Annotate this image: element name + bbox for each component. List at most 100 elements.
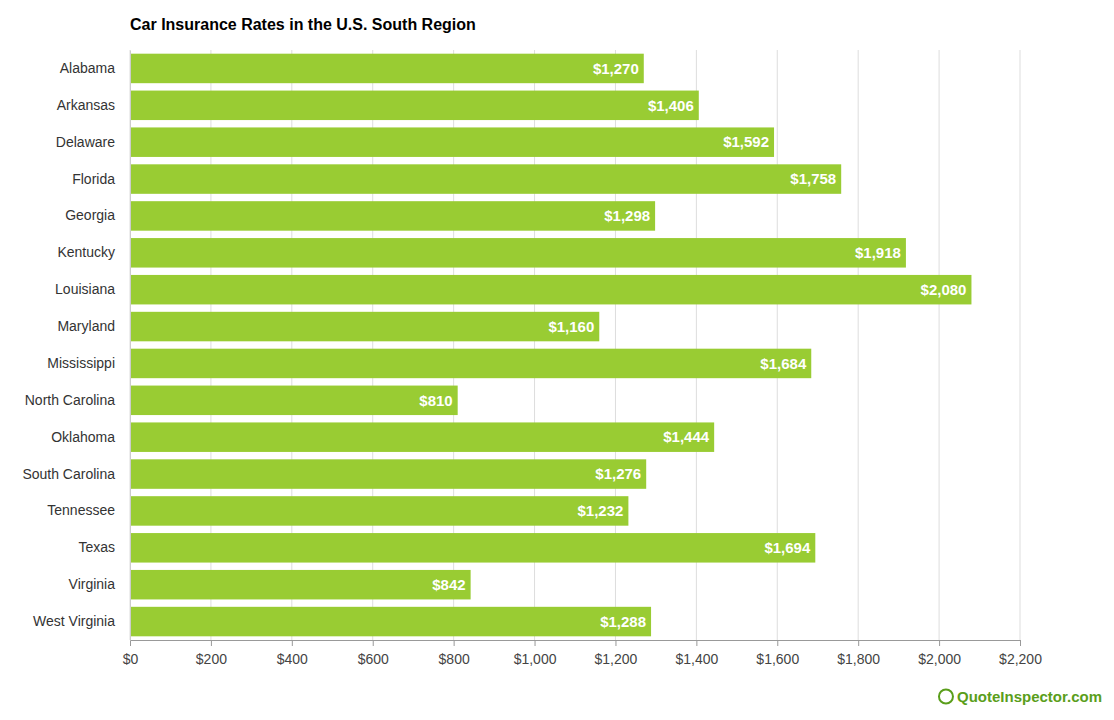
- y-tick-label: Oklahoma: [51, 429, 115, 445]
- y-tick-label: North Carolina: [25, 392, 115, 408]
- y-tick: Oklahoma: [51, 429, 115, 445]
- y-tick-label: West Virginia: [33, 613, 115, 629]
- data-label: $1,918: [855, 244, 901, 261]
- grid-line: [858, 50, 859, 640]
- y-tick-label: Mississippi: [47, 355, 115, 371]
- bar: [130, 238, 906, 268]
- y-tick: Mississippi: [47, 355, 115, 371]
- x-tick-label: $2,000: [918, 651, 961, 667]
- chart: Car Insurance Rates in the U.S. South Re…: [0, 0, 1114, 720]
- y-tick: Virginia: [69, 576, 116, 592]
- x-tick: $200: [196, 640, 227, 667]
- x-tick-label: $2,200: [999, 651, 1042, 667]
- x-tick-mark: [858, 640, 859, 646]
- x-tick-label: $400: [277, 651, 308, 667]
- grid-line: [130, 50, 131, 640]
- y-tick-label: Alabama: [60, 60, 115, 76]
- y-tick-label: Louisiana: [55, 281, 115, 297]
- y-tick: Georgia: [65, 207, 115, 223]
- y-tick: Florida: [72, 171, 115, 187]
- data-label: $842: [432, 576, 465, 593]
- y-tick: Arkansas: [57, 97, 115, 113]
- x-tick: $400: [277, 640, 308, 667]
- y-tick: South Carolina: [22, 466, 115, 482]
- x-tick-mark: [292, 640, 293, 646]
- x-tick: $1,200: [595, 640, 638, 667]
- bar: [130, 349, 811, 379]
- grid-line: [1020, 50, 1021, 640]
- bar: [130, 312, 599, 342]
- x-axis: $0 $200 $400 $600 $800 $1,000 $1,200 $1,400 $1,6…: [123, 640, 1042, 667]
- x-tick-mark: [211, 640, 212, 646]
- x-tick-mark: [130, 640, 131, 646]
- data-label: $1,444: [663, 428, 710, 445]
- bar: [130, 54, 644, 84]
- y-axis-line: [130, 51, 131, 641]
- x-tick-label: $0: [123, 651, 139, 667]
- bar: [130, 127, 774, 157]
- x-tick: $1,600: [756, 640, 799, 667]
- bar: [130, 164, 841, 194]
- y-tick-label: Arkansas: [57, 97, 115, 113]
- data-label: $1,270: [593, 60, 639, 77]
- data-label: $1,276: [595, 465, 641, 482]
- y-tick-label: Georgia: [65, 207, 115, 223]
- data-label: $1,406: [648, 97, 694, 114]
- x-tick-label: $1,600: [756, 651, 799, 667]
- x-tick: $0: [123, 640, 139, 667]
- y-tick: Alabama: [60, 60, 115, 76]
- y-tick: Delaware: [56, 134, 115, 150]
- y-tick-label: Virginia: [69, 576, 116, 592]
- data-label: $1,758: [790, 170, 836, 187]
- data-label: $1,694: [764, 539, 811, 556]
- title: Car Insurance Rates in the U.S. South Re…: [130, 16, 476, 33]
- x-tick-mark: [777, 640, 778, 646]
- x-tick: $600: [358, 640, 389, 667]
- x-tick-label: $800: [439, 651, 470, 667]
- data-label: $810: [419, 392, 452, 409]
- data-label: $1,684: [760, 355, 807, 372]
- bar: [130, 91, 699, 121]
- data-label: $1,288: [600, 613, 646, 630]
- bar: [130, 422, 714, 452]
- bar: [130, 386, 458, 416]
- y-tick-label: Florida: [72, 171, 115, 187]
- watermark: QuoteInspector.com: [939, 688, 1102, 705]
- y-tick-label: South Carolina: [22, 466, 115, 482]
- x-tick-label: $200: [196, 651, 227, 667]
- x-tick-label: $600: [358, 651, 389, 667]
- x-tick-label: $1,000: [514, 651, 557, 667]
- bar: [130, 570, 471, 600]
- data-label: $1,232: [578, 502, 624, 519]
- plot: $1,270$1,406$1,592$1,758$1,298$1,918$2,0…: [22, 50, 1042, 667]
- x-tick: $1,800: [837, 640, 880, 667]
- x-tick-mark: [615, 640, 616, 646]
- x-tick: $2,200: [999, 640, 1042, 667]
- x-tick-label: $1,800: [837, 651, 880, 667]
- bar: [130, 496, 628, 526]
- grid: [130, 50, 1020, 640]
- x-tick-label: $1,400: [675, 651, 718, 667]
- y-tick: West Virginia: [33, 613, 115, 629]
- x-tick-mark: [373, 640, 374, 646]
- grid-line: [939, 50, 940, 640]
- x-tick-mark: [454, 640, 455, 646]
- bar: [130, 459, 646, 489]
- y-tick-label: Tennessee: [47, 502, 115, 518]
- y-tick: Maryland: [57, 318, 115, 334]
- data-label: $2,080: [921, 281, 967, 298]
- x-tick-label: $1,200: [595, 651, 638, 667]
- watermark-icon: [939, 690, 953, 704]
- x-tick: $1,400: [675, 640, 718, 667]
- data-label: $1,592: [723, 133, 769, 150]
- y-axis: Alabama Arkansas Delaware Florida Georgia Ken…: [22, 51, 130, 641]
- annotation: QuoteInspector.com: [957, 688, 1102, 705]
- x-tick: $800: [439, 640, 470, 667]
- bar: [130, 533, 815, 563]
- bar: [130, 607, 651, 637]
- y-tick-label: Maryland: [57, 318, 115, 334]
- x-tick-mark: [939, 640, 940, 646]
- y-tick-label: Kentucky: [57, 244, 115, 260]
- y-tick: North Carolina: [25, 392, 115, 408]
- bars: [130, 54, 971, 637]
